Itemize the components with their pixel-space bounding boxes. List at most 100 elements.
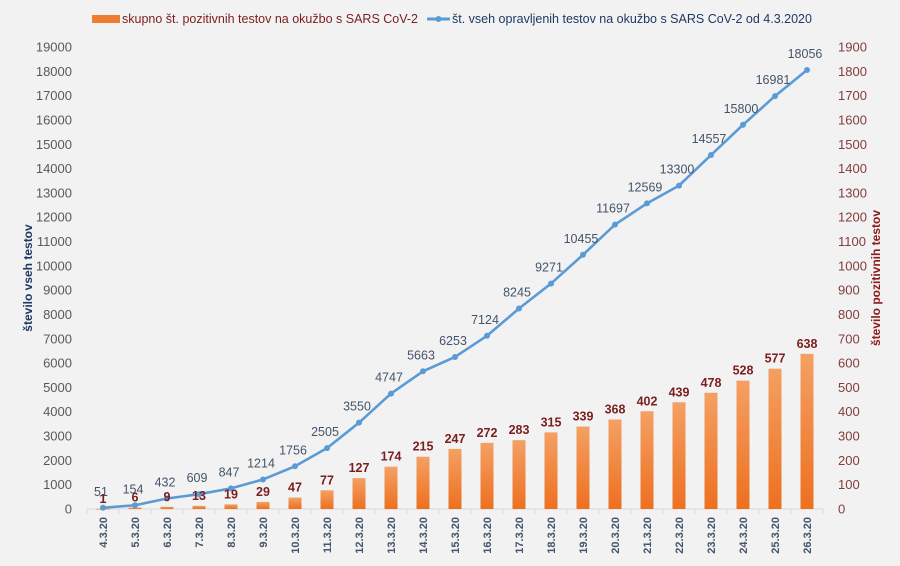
y-tick-label-left: 3000 [43, 429, 72, 444]
legend-bar-swatch [92, 15, 120, 23]
line-data-label: 11697 [596, 202, 630, 216]
bar-series [96, 353, 814, 510]
bar-data-label: 439 [669, 385, 690, 399]
y-tick-label-right: 800 [838, 307, 860, 322]
y-tick-label-left: 15000 [36, 137, 72, 152]
x-tick-label: 6.3.20 [162, 517, 174, 548]
x-tick-label: 14.3.20 [418, 517, 430, 554]
line-data-label: 1756 [279, 443, 307, 457]
x-tick-label: 20.3.20 [610, 517, 622, 554]
line-data-label: 18056 [788, 47, 823, 61]
bar [576, 426, 590, 509]
bar [224, 504, 238, 509]
line-point [772, 93, 778, 100]
y-tick-label-right: 600 [838, 356, 860, 371]
line-point [580, 251, 586, 258]
y-tick-label-right: 1900 [838, 40, 867, 55]
line-data-label: 609 [187, 471, 208, 485]
bar [192, 505, 206, 509]
y-tick-label-left: 4000 [43, 404, 72, 419]
y-tick-label-left: 0 [65, 502, 72, 517]
bar-data-label: 77 [320, 473, 334, 487]
y-tick-label-left: 12000 [36, 210, 72, 225]
line-point [196, 491, 202, 498]
bar [384, 466, 398, 509]
line-data-label: 8245 [503, 286, 531, 300]
bar [704, 392, 718, 509]
y-tick-label-right: 100 [838, 477, 860, 492]
bar-data-label: 127 [349, 461, 370, 475]
line-point [228, 485, 234, 492]
x-tick-label: 17.3.20 [514, 517, 526, 554]
bar-data-label: 577 [765, 352, 786, 366]
bar-data-label: 47 [288, 481, 302, 495]
line-data-label: 15800 [724, 102, 759, 116]
bar-data-label: 283 [509, 423, 530, 437]
bar [160, 506, 174, 509]
bar [352, 478, 366, 509]
line-data-label: 432 [155, 475, 176, 489]
y-tick-label-right: 200 [838, 453, 860, 468]
x-axis: 4.3.20 5.3.20 6.3.20 7.3.20 8.3.20 9.3.20 10.3… [86, 508, 824, 554]
bar-data-label: 9 [164, 490, 171, 504]
bar [448, 448, 462, 509]
y-tick-label-left: 14000 [36, 161, 72, 176]
y-axis-left-title: število vseh testov [21, 224, 35, 332]
line-point [484, 332, 490, 339]
x-tick-label: 24.3.20 [738, 517, 750, 554]
y-tick-label-right: 1400 [838, 161, 867, 176]
y-tick-label-right: 1500 [838, 137, 867, 152]
line-point [804, 66, 810, 73]
line-data-label: 12569 [628, 180, 663, 194]
x-tick-label: 10.3.20 [290, 517, 302, 554]
y-tick-label-right: 1200 [838, 210, 867, 225]
bar-data-label: 402 [637, 394, 658, 408]
y-tick-label-left: 5000 [43, 380, 72, 395]
x-tick-label: 16.3.20 [482, 517, 494, 554]
line-point [612, 221, 618, 228]
bar [672, 402, 686, 509]
line-data-label: 16981 [756, 73, 791, 87]
y-tick-label-right: 1300 [838, 185, 867, 200]
bar [800, 353, 814, 509]
line-data-label: 3550 [343, 400, 371, 414]
y-tick-label-left: 19000 [36, 40, 72, 55]
bar [256, 501, 270, 509]
x-tick-label: 26.3.20 [802, 517, 814, 554]
y-tick-label-left: 18000 [36, 64, 72, 79]
bar [288, 497, 302, 509]
line-data-label: 7124 [471, 313, 499, 327]
y-tick-label-right: 1700 [838, 88, 867, 103]
y-axis-left: 0 1000 2000 3000 4000 5000 6000 7000 8000 9000 100… [36, 40, 72, 517]
bar [736, 380, 750, 509]
bar-data-label: 29 [256, 485, 270, 499]
y-tick-label-right: 1000 [838, 258, 867, 273]
line-data-label: 5663 [407, 348, 435, 362]
x-tick-label: 13.3.20 [386, 517, 398, 554]
line-data-label: 14557 [692, 132, 727, 146]
x-tick-label: 21.3.20 [642, 517, 654, 554]
x-tick-label: 25.3.20 [770, 517, 782, 554]
line-point [356, 419, 362, 426]
bar [416, 456, 430, 509]
bar-data-label: 528 [733, 364, 754, 378]
x-tick-label: 4.3.20 [98, 517, 110, 548]
bar-data-label: 19 [224, 487, 238, 501]
line-point [388, 390, 394, 397]
y-tick-label-right: 400 [838, 404, 860, 419]
x-tick-label: 8.3.20 [226, 517, 238, 548]
y-tick-label-right: 900 [838, 283, 860, 298]
line-point [420, 368, 426, 375]
y-tick-label-left: 10000 [36, 258, 72, 273]
y-axis-right-title: število pozitivnih testov [869, 210, 883, 346]
y-tick-label-right: 300 [838, 429, 860, 444]
bar-data-label: 247 [445, 432, 466, 446]
x-tick-label: 23.3.20 [706, 517, 718, 554]
line-series [100, 66, 810, 511]
legend: skupno št. pozitivnih testov na okužbo s… [92, 12, 812, 26]
bar-data-label: 339 [573, 410, 594, 424]
legend-label-total-tests: št. vseh opravljenih testov na okužbo s … [452, 12, 812, 26]
y-tick-label-left: 17000 [36, 88, 72, 103]
x-tick-label: 7.3.20 [194, 517, 206, 548]
